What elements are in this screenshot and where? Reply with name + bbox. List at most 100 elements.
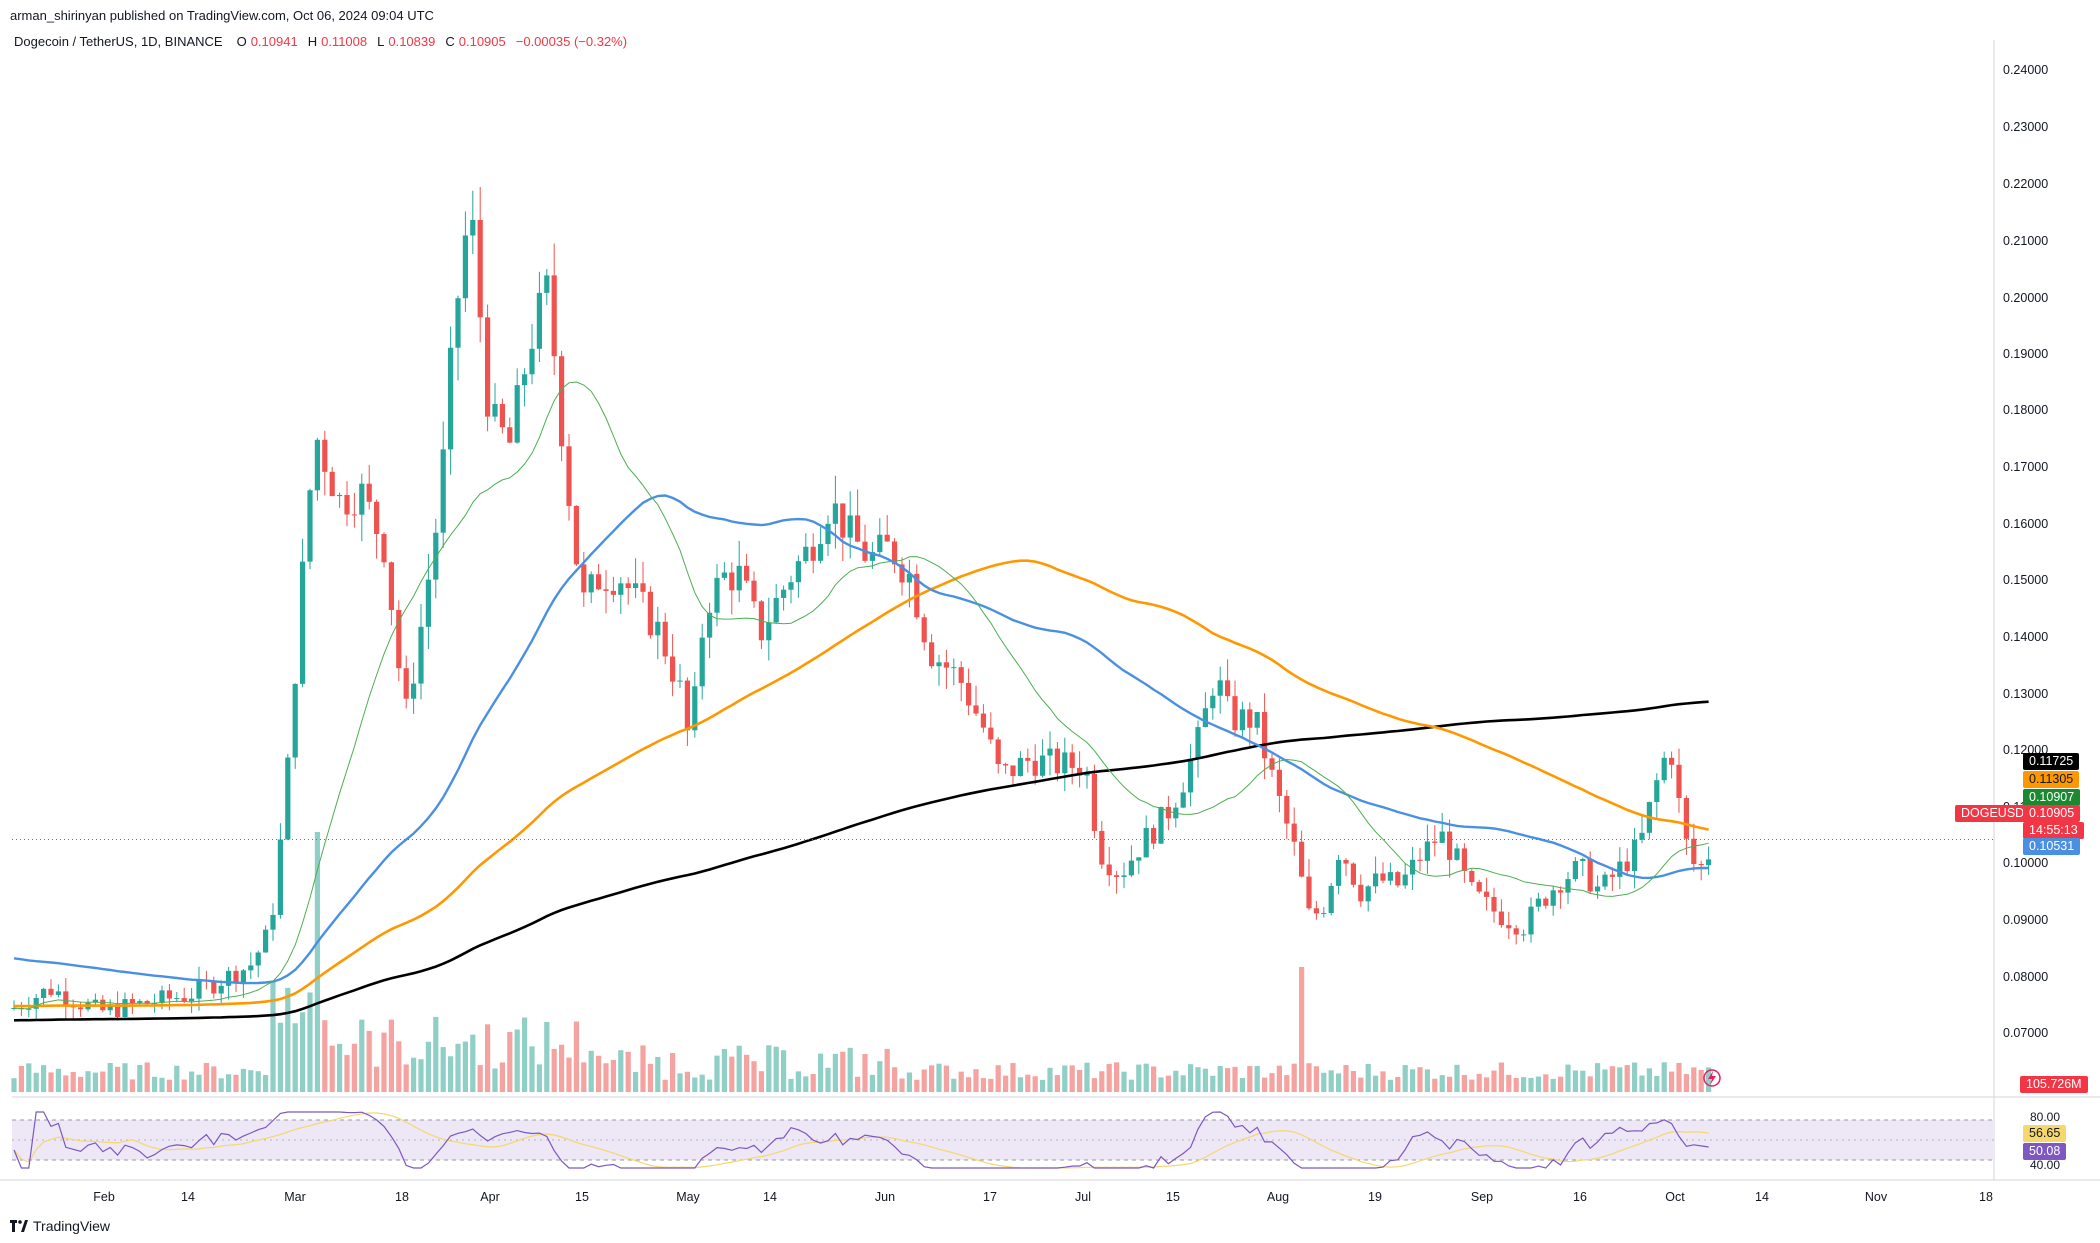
candle-body	[226, 970, 232, 986]
ma50-badge: 0.10531	[2023, 838, 2081, 855]
volume-bar	[892, 1067, 898, 1092]
tradingview-watermark[interactable]: TradingView	[10, 1218, 110, 1234]
candle-body	[559, 356, 565, 447]
volume-bar	[248, 1070, 254, 1092]
candle-body	[1498, 911, 1504, 926]
volume-bar	[788, 1078, 794, 1092]
time-label: Sep	[1470, 1190, 1494, 1204]
volume-bar	[470, 1034, 476, 1092]
volume-bar	[285, 987, 291, 1092]
volume-bar	[329, 1045, 335, 1092]
candle-body	[292, 683, 298, 758]
candle-body	[1609, 874, 1615, 877]
candle-body	[255, 952, 261, 966]
volume-bar	[1535, 1076, 1541, 1092]
volume-bar	[1321, 1072, 1327, 1092]
candle-body	[1143, 827, 1149, 858]
volume-bar	[766, 1045, 772, 1092]
volume-bar	[958, 1071, 964, 1092]
candle-body	[951, 667, 957, 669]
time-label: 15	[575, 1190, 589, 1204]
volume-bar	[921, 1069, 927, 1092]
volume-bar	[1017, 1077, 1023, 1092]
price-tick: 0.23000	[2003, 120, 2049, 134]
volume-bar	[166, 1079, 172, 1092]
volume-bar	[995, 1065, 1001, 1092]
candle-body	[1550, 890, 1556, 906]
volume-bar	[292, 1023, 298, 1092]
volume-bar	[1646, 1068, 1652, 1092]
candle-body	[1321, 913, 1327, 915]
candle-body	[1373, 873, 1379, 887]
volume-bar	[877, 1061, 883, 1092]
candle-body	[1558, 890, 1564, 893]
volume-bar	[374, 1066, 380, 1092]
candle-body	[48, 988, 54, 995]
lightning-icon	[1708, 1071, 1716, 1085]
volume-bar	[1417, 1067, 1423, 1092]
candle-body	[566, 446, 572, 506]
candle-body	[633, 583, 639, 589]
volume-bar	[240, 1068, 246, 1092]
candle-body	[618, 583, 624, 595]
volume-bar	[1617, 1067, 1623, 1092]
volume-bar	[1313, 1066, 1319, 1092]
candle-body	[137, 1000, 143, 1004]
rsi-ma-badge: 56.65	[2023, 1125, 2067, 1142]
volume-bar	[78, 1076, 84, 1092]
candle-body	[832, 503, 838, 524]
candle-body	[1151, 827, 1157, 844]
volume-bar	[1550, 1078, 1556, 1092]
volume-bar	[499, 1062, 505, 1092]
volume-bar	[255, 1071, 261, 1092]
volume-bar	[366, 1030, 372, 1092]
volume-bar	[744, 1054, 750, 1092]
volume-bar	[1402, 1065, 1408, 1092]
volume-bar	[18, 1065, 24, 1092]
volume-bar	[559, 1044, 565, 1092]
volume-bar	[1609, 1066, 1615, 1092]
candle-body	[92, 999, 98, 1003]
volume-bar	[625, 1051, 631, 1092]
candle-body	[766, 622, 772, 641]
volume-bar	[203, 1062, 209, 1092]
volume-bar	[1128, 1079, 1134, 1092]
candle-body	[159, 990, 165, 1004]
volume-bar	[1365, 1063, 1371, 1092]
candle-body	[973, 705, 979, 714]
volume-bar	[1513, 1078, 1519, 1092]
close-label: C	[445, 34, 455, 49]
volume-bar	[1032, 1076, 1038, 1092]
candle-body	[270, 914, 276, 930]
volume-bar	[1558, 1076, 1564, 1092]
volume-bar	[610, 1059, 616, 1092]
volume-bar	[1676, 1062, 1682, 1092]
volume-bar	[1269, 1073, 1275, 1092]
brand-label: TradingView	[33, 1218, 111, 1234]
candle-body	[869, 552, 875, 561]
candle-body	[499, 404, 505, 428]
candle-body	[781, 589, 787, 598]
candle-body	[440, 449, 446, 533]
candle-body	[647, 591, 653, 636]
volume-bar	[1114, 1062, 1120, 1092]
candle-body	[166, 990, 172, 999]
price-tick: 0.24000	[2003, 63, 2049, 77]
price-tick: 0.13000	[2003, 687, 2049, 701]
time-label: 14	[181, 1190, 195, 1204]
volume-bar	[581, 1062, 587, 1092]
volume-bar	[1336, 1073, 1342, 1092]
candle-body	[122, 999, 128, 1018]
candle-body	[1210, 695, 1216, 709]
candle-body	[1454, 848, 1460, 860]
price-tick: 0.17000	[2003, 460, 2049, 474]
candle-body	[285, 757, 291, 840]
volume-bar	[92, 1072, 98, 1092]
volume-bar	[396, 1041, 402, 1092]
candle-body	[1506, 925, 1512, 929]
candle-body	[233, 970, 239, 984]
time-label: Aug	[1266, 1190, 1290, 1204]
volume-bar	[522, 1017, 528, 1092]
volume-bar	[425, 1041, 431, 1092]
